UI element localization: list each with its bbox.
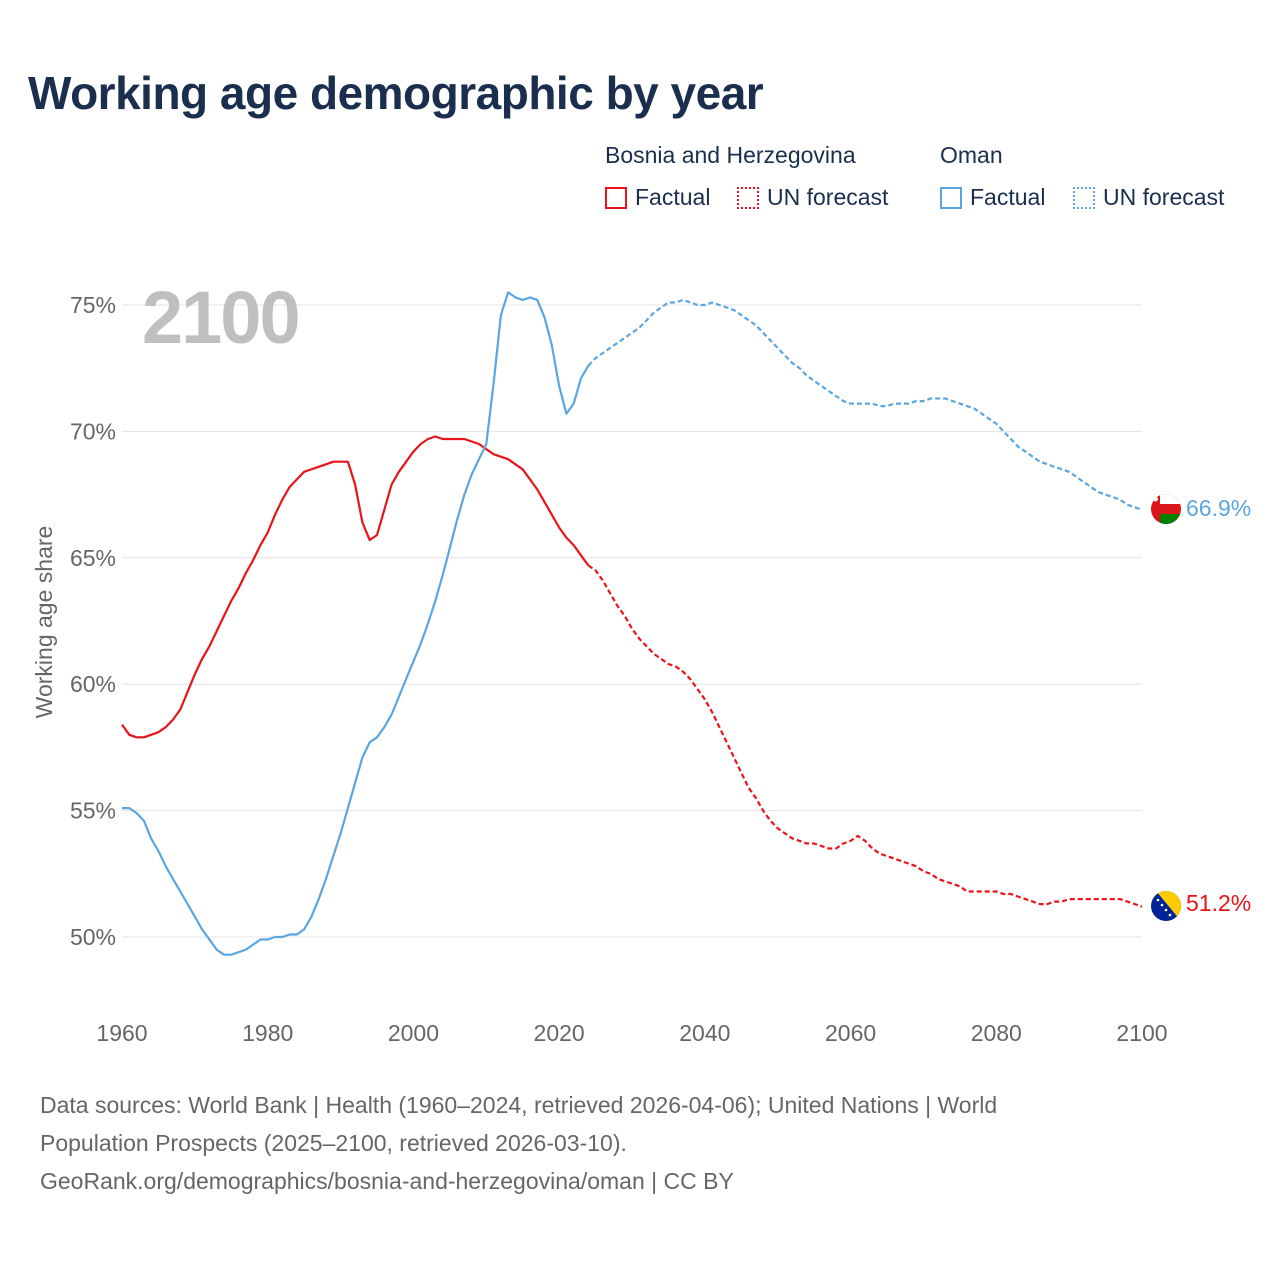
line-chart: 2100 50% 55% 60% 65% 70% 75% 1960 1980 2000 2020… — [31, 276, 1251, 1046]
y-axis-label: Working age share — [31, 526, 57, 719]
chart-title: Working age demographic by year — [28, 67, 764, 119]
legend-swatch-oman-forecast — [1073, 186, 1095, 209]
series-lines — [121, 291, 1143, 956]
legend-swatch-oman-factual — [940, 186, 962, 209]
footer-source-line-2: Population Prospects (2025–2100, retriev… — [40, 1130, 627, 1156]
oman-factual-line — [122, 291, 590, 956]
x-tick-label: 2080 — [971, 1020, 1022, 1046]
oman-flag-icon — [1151, 494, 1181, 524]
gridlines — [122, 304, 1142, 938]
legend-country-bosnia: Bosnia and Herzegovina — [605, 142, 856, 168]
footer-attribution: GeoRank.org/demographics/bosnia-and-herz… — [40, 1168, 734, 1194]
legend-swatch-bosnia-forecast — [737, 186, 759, 209]
x-tick-label: 2060 — [825, 1020, 876, 1046]
bosnia-forecast-line — [587, 564, 1143, 908]
legend-item-bosnia-factual[interactable]: Factual — [605, 184, 710, 211]
legend-label-oman-factual: Factual — [970, 184, 1046, 210]
legend-label-oman-forecast: UN forecast — [1103, 184, 1225, 210]
x-tick-label: 2020 — [534, 1020, 585, 1046]
x-tick-label: 1960 — [96, 1020, 147, 1046]
legend-item-bosnia-forecast[interactable]: UN forecast — [737, 184, 888, 211]
y-tick-label: 75% — [70, 292, 116, 318]
footer: Data sources: World Bank | Health (1960–… — [40, 1086, 1240, 1200]
x-axis-ticks: 1960 1980 2000 2020 2040 2060 2080 2100 — [96, 1020, 1167, 1046]
x-tick-label: 2100 — [1116, 1020, 1167, 1046]
oman-end-label: 66.9% — [1186, 495, 1251, 521]
x-tick-label: 2040 — [679, 1020, 730, 1046]
oman-forecast-line — [587, 298, 1143, 511]
footer-source-line-1: Data sources: World Bank | Health (1960–… — [40, 1092, 998, 1118]
year-overlay: 2100 — [142, 276, 299, 359]
x-tick-label: 1980 — [242, 1020, 293, 1046]
y-axis-ticks: 50% 55% 60% 65% 70% 75% — [70, 292, 116, 950]
legend-label-bosnia-forecast: UN forecast — [767, 184, 889, 210]
legend-country-oman: Oman — [940, 142, 1003, 168]
y-tick-label: 60% — [70, 671, 116, 697]
y-tick-label: 50% — [70, 924, 116, 950]
bosnia-end-label: 51.2% — [1186, 890, 1251, 916]
legend-item-oman-forecast[interactable]: UN forecast — [1073, 184, 1224, 211]
y-tick-label: 65% — [70, 545, 116, 571]
legend-swatch-bosnia-factual — [605, 186, 627, 209]
bosnia-factual-line — [121, 435, 590, 739]
y-tick-label: 70% — [70, 418, 116, 444]
x-tick-label: 2000 — [388, 1020, 439, 1046]
legend-item-oman-factual[interactable]: Factual — [940, 184, 1045, 211]
bosnia-flag-icon — [1151, 891, 1181, 921]
legend-label-bosnia-factual: Factual — [635, 184, 711, 210]
y-tick-label: 55% — [70, 798, 116, 824]
